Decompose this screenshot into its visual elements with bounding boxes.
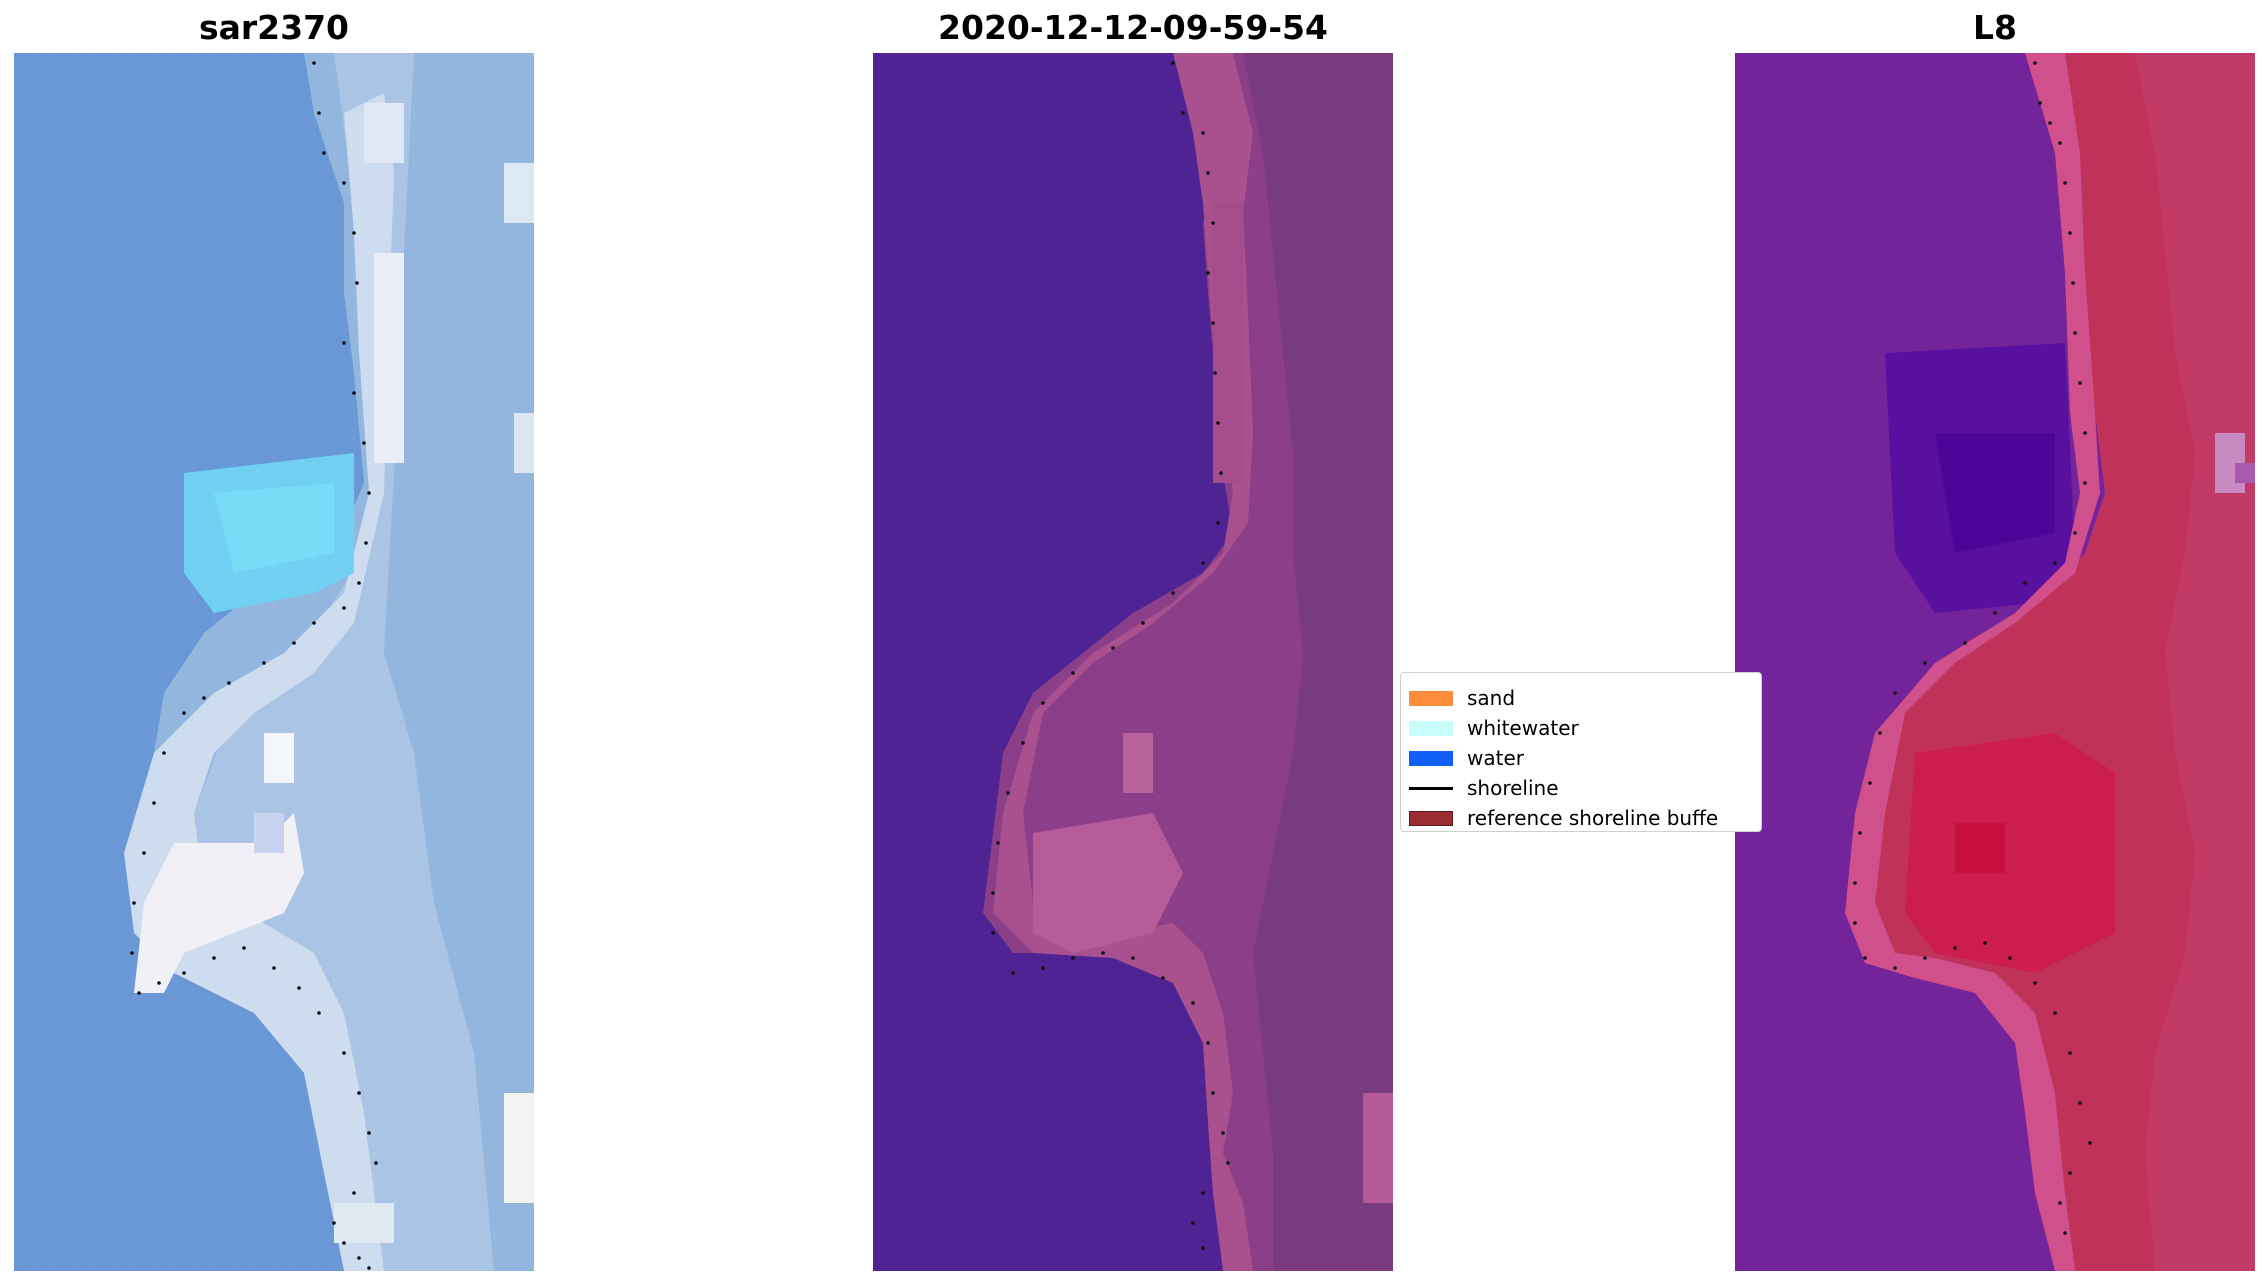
- legend-label-water: water: [1467, 746, 1524, 770]
- legend-swatch-water: [1409, 750, 1453, 766]
- panel-sar: sar2370: [14, 0, 534, 1283]
- legend-item-whitewater: whitewater: [1409, 713, 1579, 743]
- legend-label-reference-buffer: reference shoreline buffe: [1467, 806, 1719, 830]
- l8-image: [1735, 53, 2255, 1271]
- legend-item-reference-buffer: reference shoreline buffe: [1409, 803, 1761, 833]
- legend-swatch-sand: [1409, 690, 1453, 706]
- l8-raster: [1735, 53, 2255, 1271]
- legend-item-sand: sand: [1409, 683, 1515, 713]
- panel-title-sar: sar2370: [198, 8, 350, 47]
- legend-label-sand: sand: [1467, 686, 1516, 710]
- panel-title-l8: L8: [1973, 8, 2017, 47]
- classified-raster: [873, 53, 1393, 1271]
- sar-raster: [14, 53, 534, 1271]
- legend: sand whitewater water shoreline referenc…: [1400, 672, 1762, 832]
- panel-l8: L8: [1735, 0, 2255, 1283]
- panel-classified: 2020-12-12-09-59-54: [873, 0, 1393, 1283]
- legend-swatch-whitewater: [1409, 720, 1453, 736]
- legend-label-shoreline: shoreline: [1467, 776, 1559, 800]
- sar-image: [14, 53, 534, 1271]
- panel-title-classified: 2020-12-12-09-59-54: [938, 8, 1328, 47]
- legend-item-water: water: [1409, 743, 1524, 773]
- legend-swatch-reference-buffer: [1409, 810, 1453, 826]
- classified-image: [873, 53, 1393, 1271]
- legend-line-shoreline: [1409, 786, 1453, 790]
- legend-item-shoreline: shoreline: [1409, 773, 1559, 803]
- legend-label-whitewater: whitewater: [1467, 716, 1579, 740]
